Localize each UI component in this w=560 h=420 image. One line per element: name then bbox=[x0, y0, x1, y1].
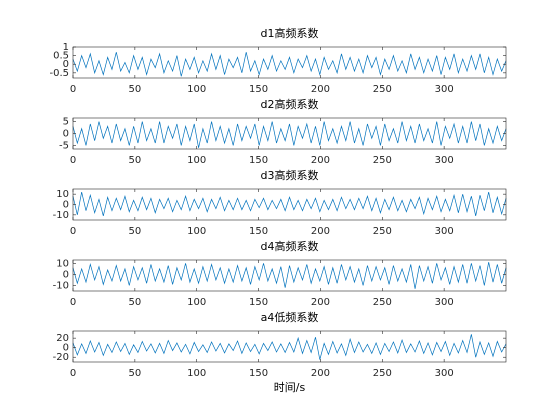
x-tick-label: 0 bbox=[70, 155, 76, 166]
x-tick-label: 100 bbox=[187, 368, 206, 379]
signal-line bbox=[72, 121, 507, 148]
x-tick-label: 250 bbox=[373, 226, 392, 237]
y-tick-label: 0 bbox=[63, 343, 69, 354]
x-tick-label: 200 bbox=[311, 155, 330, 166]
y-tick-label: 0 bbox=[63, 200, 69, 211]
x-tick-label: 50 bbox=[128, 368, 141, 379]
x-tick-label: 50 bbox=[128, 226, 141, 237]
x-tick-label: 300 bbox=[435, 368, 454, 379]
signal-line bbox=[72, 52, 507, 77]
y-tick-label: 1 bbox=[63, 42, 69, 53]
x-tick-label: 100 bbox=[187, 84, 206, 95]
y-tick-label: 5 bbox=[63, 117, 69, 128]
y-tick-label: -0.5 bbox=[49, 68, 69, 79]
x-tick-label: 250 bbox=[373, 84, 392, 95]
x-tick-label: 150 bbox=[249, 84, 268, 95]
signal-line bbox=[72, 262, 507, 289]
x-tick-label: 200 bbox=[311, 368, 330, 379]
axes-box bbox=[72, 330, 507, 363]
x-tick-label: 50 bbox=[128, 84, 141, 95]
x-tick-label: 0 bbox=[70, 368, 76, 379]
chart-title: a4低频系数 bbox=[261, 310, 319, 324]
x-tick-label: 250 bbox=[373, 368, 392, 379]
y-tick-label: 0 bbox=[63, 129, 69, 140]
x-tick-label: 100 bbox=[187, 155, 206, 166]
axes-box bbox=[72, 46, 507, 79]
x-tick-label: 200 bbox=[311, 226, 330, 237]
x-tick-label: 200 bbox=[311, 297, 330, 308]
y-tick-label: 20 bbox=[56, 333, 69, 344]
x-tick-label: 300 bbox=[435, 297, 454, 308]
axes-box bbox=[72, 188, 507, 221]
signal-line bbox=[72, 334, 507, 360]
x-tick-label: 0 bbox=[70, 297, 76, 308]
x-tick-label: 250 bbox=[373, 297, 392, 308]
x-tick-label: 100 bbox=[187, 297, 206, 308]
x-tick-label: 300 bbox=[435, 226, 454, 237]
x-axis-label: 时间/s bbox=[274, 381, 306, 394]
y-tick-label: 0.5 bbox=[53, 51, 69, 62]
x-tick-label: 100 bbox=[187, 226, 206, 237]
x-tick-label: 150 bbox=[249, 155, 268, 166]
chart-title: d3高频系数 bbox=[261, 168, 319, 182]
x-tick-label: 300 bbox=[435, 84, 454, 95]
x-tick-label: 150 bbox=[249, 297, 268, 308]
x-tick-label: 300 bbox=[435, 155, 454, 166]
x-tick-label: 150 bbox=[249, 226, 268, 237]
x-tick-label: 150 bbox=[249, 368, 268, 379]
chart-title: d2高频系数 bbox=[261, 97, 319, 111]
x-tick-label: 0 bbox=[70, 226, 76, 237]
y-tick-label: -10 bbox=[53, 210, 69, 221]
signal-line bbox=[72, 192, 507, 216]
y-tick-label: -10 bbox=[53, 280, 69, 291]
y-tick-label: 10 bbox=[56, 258, 69, 269]
x-tick-label: 50 bbox=[128, 155, 141, 166]
chart-title: d4高频系数 bbox=[261, 239, 319, 253]
chart-title: d1高频系数 bbox=[261, 26, 319, 40]
y-tick-label: -5 bbox=[59, 140, 69, 151]
x-tick-label: 0 bbox=[70, 84, 76, 95]
y-tick-label: 0 bbox=[63, 59, 69, 70]
y-tick-label: 0 bbox=[63, 269, 69, 280]
x-tick-label: 50 bbox=[128, 297, 141, 308]
x-tick-label: 250 bbox=[373, 155, 392, 166]
x-tick-label: 200 bbox=[311, 84, 330, 95]
y-tick-label: 10 bbox=[56, 189, 69, 200]
y-tick-label: -20 bbox=[53, 352, 69, 363]
axes-box bbox=[72, 259, 507, 292]
